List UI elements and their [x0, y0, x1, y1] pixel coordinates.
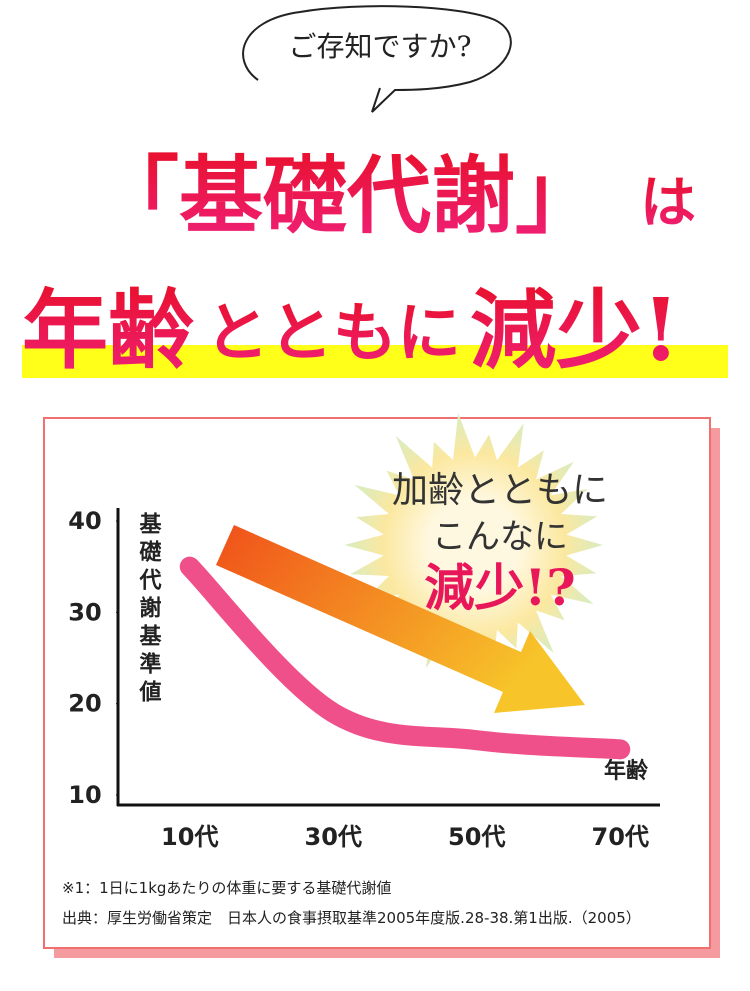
title-line2-a: 年齢: [22, 280, 194, 381]
annotation-2: こんなに: [432, 517, 568, 557]
y-tick-label: 30: [68, 598, 101, 626]
note: ※1：1日に1kgあたりの体重に要する基礎代謝値: [62, 879, 391, 897]
x-tick-label: 10代: [161, 823, 218, 851]
title-line2-b: とともに: [205, 296, 461, 371]
y-tick-label: 10: [68, 781, 101, 809]
y-axis-label: 基礎代謝基準値: [136, 512, 163, 708]
x-tick-label: 30代: [305, 823, 362, 851]
x-tick-label: 70代: [592, 823, 649, 851]
y-tick-label: 40: [68, 507, 101, 535]
title-line2-c: 減少!: [470, 280, 680, 381]
x-tick-label: 50代: [448, 823, 505, 851]
chart-box: [43, 417, 711, 949]
bubble-text: ご存知ですか?: [288, 30, 471, 63]
data-line: [179, 556, 631, 760]
y-tick-label: 20: [68, 690, 101, 718]
title-main: 「基礎代謝」: [95, 146, 599, 245]
speech-bubble: [242, 5, 512, 113]
annotation-1: 加齢とともに: [392, 470, 608, 511]
title-particle: は: [640, 170, 696, 236]
highlight: [22, 345, 728, 378]
x-axis-label: 年齢: [604, 758, 649, 784]
annotation-3: 減少!?: [424, 558, 575, 617]
source: 出典：厚生労働省策定 日本人の食事摂取基準2005年度版.28-38.第1出版.…: [62, 909, 641, 927]
arrow: [216, 525, 585, 713]
